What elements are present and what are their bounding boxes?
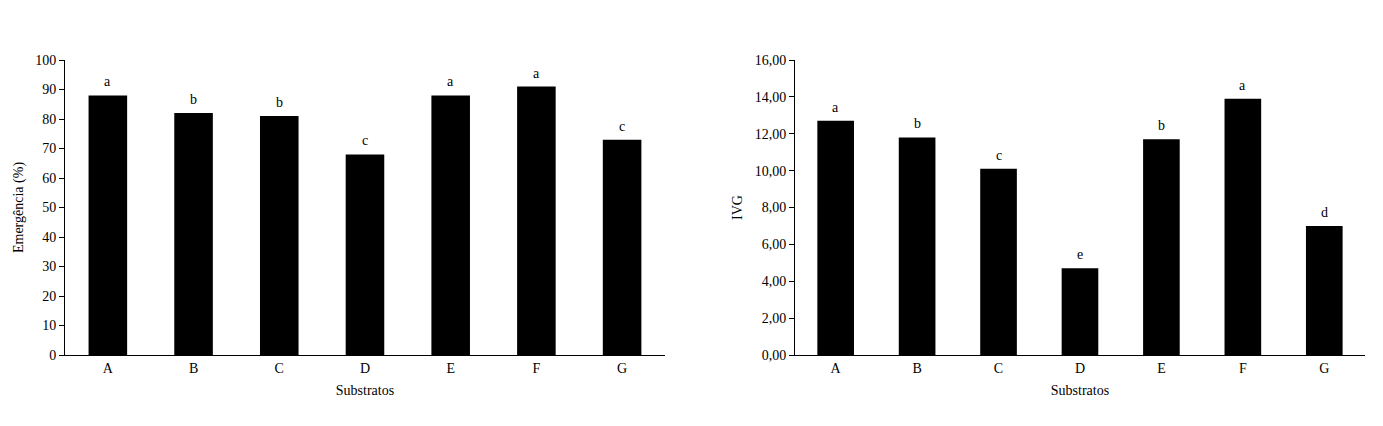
svg-text:G: G	[617, 361, 627, 376]
svg-text:8,00: 8,00	[762, 200, 787, 215]
svg-text:d: d	[1321, 205, 1328, 220]
svg-text:A: A	[103, 361, 114, 376]
svg-text:C: C	[275, 361, 284, 376]
svg-text:B: B	[912, 361, 921, 376]
svg-text:a: a	[1239, 78, 1246, 93]
svg-text:c: c	[619, 119, 625, 134]
svg-text:D: D	[360, 361, 370, 376]
svg-text:b: b	[914, 116, 921, 131]
svg-text:Substratos: Substratos	[336, 383, 394, 398]
svg-text:b: b	[1158, 118, 1165, 133]
svg-text:20: 20	[42, 289, 56, 304]
svg-text:c: c	[362, 133, 368, 148]
svg-text:30: 30	[42, 259, 56, 274]
svg-text:C: C	[994, 361, 1003, 376]
svg-text:70: 70	[42, 141, 56, 156]
svg-text:G: G	[1319, 361, 1329, 376]
svg-text:4,00: 4,00	[762, 274, 787, 289]
svg-text:16,00: 16,00	[755, 53, 787, 68]
svg-text:a: a	[447, 74, 454, 89]
svg-text:2,00: 2,00	[762, 311, 787, 326]
svg-text:10: 10	[42, 318, 56, 333]
svg-text:6,00: 6,00	[762, 237, 787, 252]
svg-text:14,00: 14,00	[755, 90, 787, 105]
svg-text:IVG: IVG	[730, 195, 745, 220]
svg-text:90: 90	[42, 82, 56, 97]
svg-text:40: 40	[42, 230, 56, 245]
svg-text:Substratos: Substratos	[1051, 383, 1109, 398]
svg-text:e: e	[1077, 247, 1083, 262]
svg-text:D: D	[1075, 361, 1085, 376]
svg-text:A: A	[831, 361, 842, 376]
svg-text:E: E	[1157, 361, 1166, 376]
svg-text:b: b	[190, 92, 197, 107]
svg-text:60: 60	[42, 171, 56, 186]
svg-text:F: F	[532, 361, 540, 376]
svg-text:a: a	[104, 74, 111, 89]
svg-text:0,00: 0,00	[762, 348, 787, 363]
svg-text:a: a	[533, 66, 540, 81]
svg-text:0: 0	[49, 348, 56, 363]
svg-text:E: E	[446, 361, 455, 376]
svg-text:50: 50	[42, 200, 56, 215]
svg-text:B: B	[189, 361, 198, 376]
svg-text:80: 80	[42, 112, 56, 127]
svg-text:10,00: 10,00	[755, 164, 787, 179]
svg-text:F: F	[1239, 361, 1247, 376]
svg-text:Emergência (%): Emergência (%)	[11, 162, 27, 253]
svg-text:c: c	[996, 148, 1002, 163]
svg-text:100: 100	[35, 53, 56, 68]
svg-text:a: a	[832, 100, 839, 115]
svg-text:b: b	[276, 95, 283, 110]
svg-text:12,00: 12,00	[755, 127, 787, 142]
